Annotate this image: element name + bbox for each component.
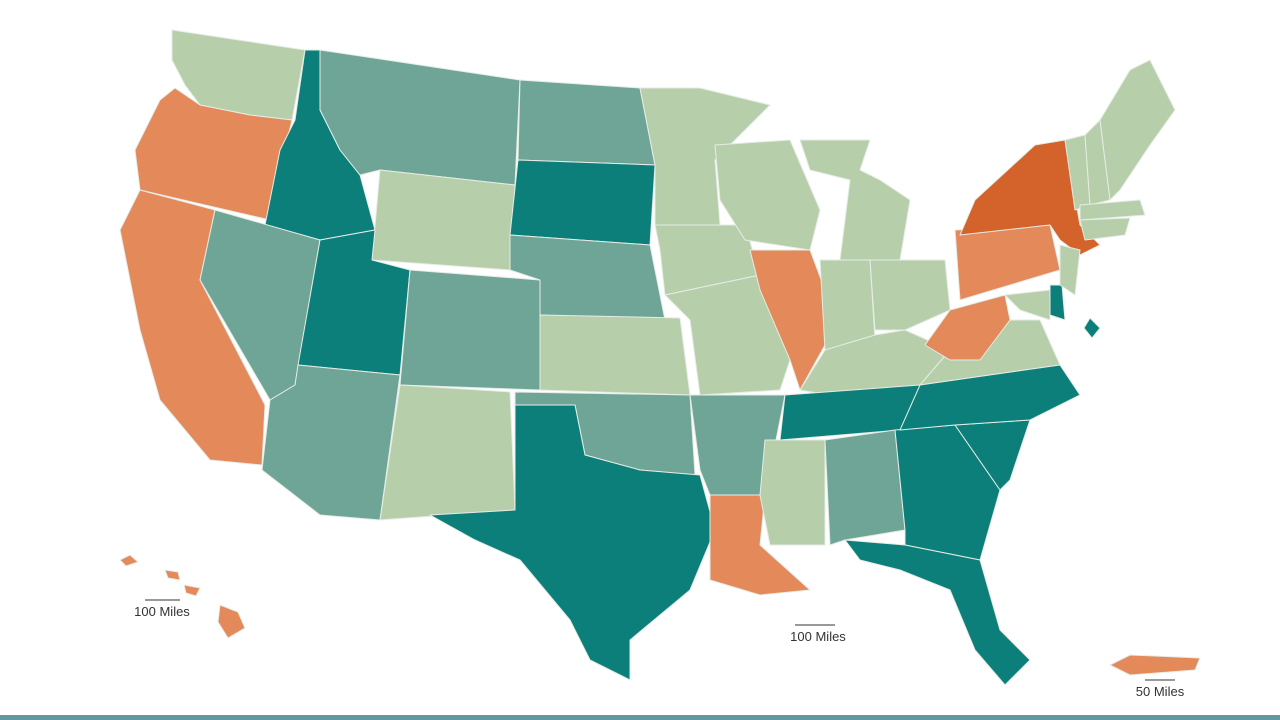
bottom-strip [0,715,1280,720]
states [119,29,1201,686]
scale-label: 100 Miles [790,629,846,644]
scale-bars: 100 Miles 100 Miles 50 Miles [134,599,1185,699]
scale-label: 50 Miles [1136,684,1185,699]
scale-label: 100 Miles [134,604,190,619]
